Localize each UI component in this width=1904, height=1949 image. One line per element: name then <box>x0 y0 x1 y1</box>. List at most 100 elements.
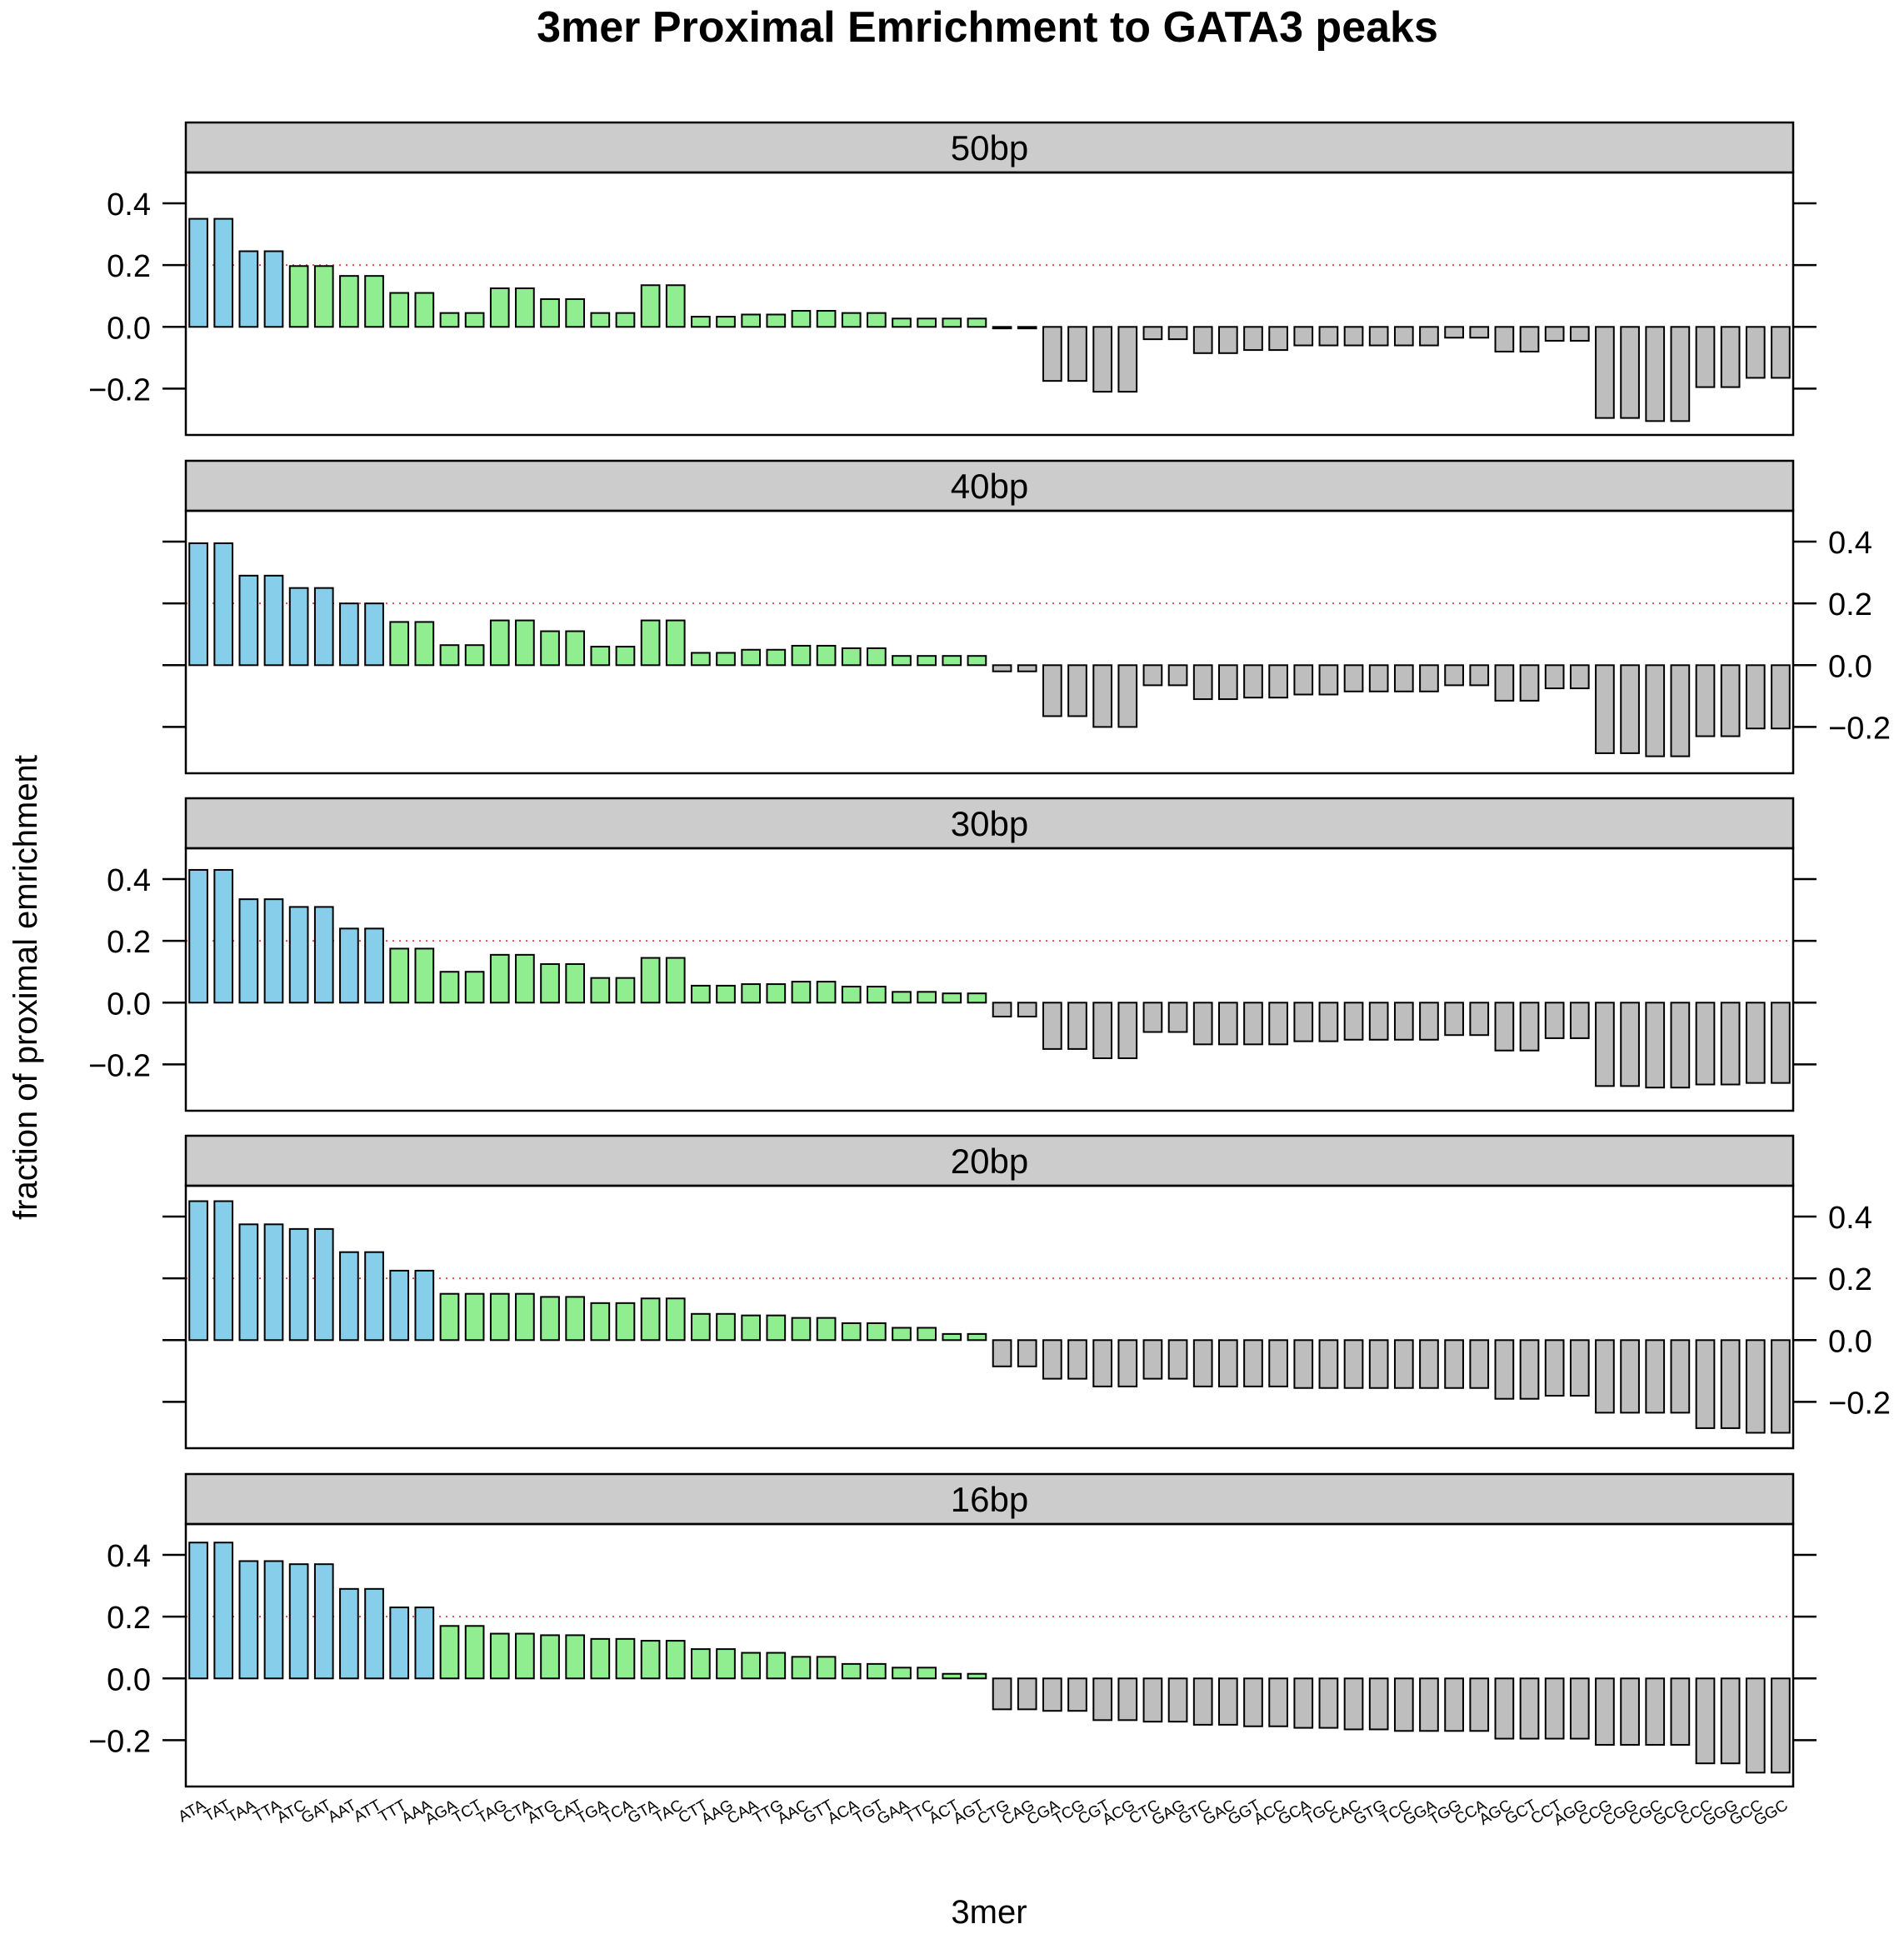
bar-30bp-GCC <box>1745 1002 1766 1084</box>
bar-16bp-ACA <box>841 1662 862 1680</box>
bar-50bp-GCT <box>1519 326 1540 352</box>
bar-30bp-TTA <box>263 898 284 1004</box>
bar-20bp-CTA <box>515 1292 535 1342</box>
panel-strip <box>184 459 1795 512</box>
bar-30bp-AAC <box>791 981 812 1004</box>
bar-30bp-ATT <box>364 927 384 1004</box>
bar-40bp-CGC <box>1645 664 1666 757</box>
bar-20bp-CTG <box>992 1339 1012 1367</box>
bar-50bp-ACA <box>841 312 862 328</box>
bar-50bp-TGG <box>1444 326 1464 339</box>
bar-50bp-AGG <box>1569 326 1590 342</box>
bar-50bp-GAT <box>313 265 334 328</box>
bar-20bp-TGG <box>1444 1339 1464 1389</box>
bar-40bp-CTG <box>992 664 1012 672</box>
bar-20bp-AAT <box>339 1251 359 1342</box>
bar-50bp-ACG <box>1117 326 1138 393</box>
bar-20bp-AAA <box>414 1269 435 1342</box>
bar-16bp-GCG <box>1670 1677 1691 1746</box>
bar-16bp-GGG <box>1720 1677 1741 1765</box>
bar-20bp-CAT <box>565 1296 586 1342</box>
panel-strip-label: 20bp <box>951 1142 1028 1181</box>
bar-20bp-ATC <box>288 1227 309 1342</box>
bar-30bp-TCC <box>1393 1002 1414 1041</box>
bar-20bp-CCG <box>1595 1339 1615 1414</box>
bar-40bp-AGG <box>1569 664 1590 690</box>
x-axis-label: 3mer <box>951 1894 1027 1931</box>
bar-50bp-GCC <box>1745 326 1766 379</box>
bar-30bp-AGT <box>967 992 987 1004</box>
panel-strip-label: 16bp <box>951 1480 1028 1519</box>
bar-16bp-CGT <box>1092 1677 1112 1722</box>
bar-50bp-GTT <box>816 310 837 328</box>
bar-50bp-CAC <box>1343 326 1364 347</box>
bar-20bp-GGT <box>1243 1339 1263 1387</box>
bar-50bp-CTA <box>515 287 535 328</box>
bar-20bp-CTC <box>1142 1339 1163 1380</box>
bar-16bp-CTC <box>1142 1677 1163 1723</box>
bar-30bp-ATA <box>188 868 208 1004</box>
bar-40bp-ATT <box>364 602 384 667</box>
bar-20bp-ACT <box>942 1332 962 1342</box>
bar-50bp-TCT <box>464 312 485 328</box>
bar-40bp-TAC <box>665 619 686 667</box>
bar-20bp-ACA <box>841 1322 862 1342</box>
bar-50bp-TCA <box>615 312 636 328</box>
bar-50bp-AAG <box>716 316 736 328</box>
bar-16bp-GCA <box>1293 1677 1314 1729</box>
bar-50bp-TAC <box>665 284 686 328</box>
bar-20bp-CGA <box>1042 1339 1062 1380</box>
bar-50bp-AGC <box>1494 326 1515 352</box>
bar-30bp-AGA <box>439 971 460 1004</box>
bar-16bp-TGT <box>867 1662 887 1680</box>
bar-16bp-GTT <box>816 1656 837 1680</box>
bar-16bp-GCC <box>1745 1677 1766 1774</box>
bar-50bp-ATT <box>364 275 384 328</box>
bar-16bp-AAC <box>791 1656 812 1680</box>
bar-20bp-ATA <box>188 1200 208 1342</box>
bar-30bp-GCA <box>1293 1002 1314 1042</box>
bar-30bp-ACG <box>1117 1002 1138 1059</box>
bar-40bp-CGG <box>1620 664 1640 754</box>
bar-50bp-CAA <box>741 313 762 328</box>
bar-20bp-GAA <box>892 1327 912 1342</box>
bar-40bp-CAG <box>1017 664 1037 672</box>
bar-50bp-AAT <box>339 275 359 328</box>
bar-40bp-TAG <box>489 619 510 667</box>
bar-20bp-CCC <box>1695 1339 1716 1429</box>
bar-30bp-TCA <box>615 977 636 1004</box>
bar-20bp-CAA <box>741 1314 762 1342</box>
bar-40bp-GCA <box>1293 664 1314 696</box>
bar-50bp-TGC <box>1318 326 1339 347</box>
bar-16bp-AGG <box>1569 1677 1590 1740</box>
bar-16bp-TCC <box>1393 1677 1414 1732</box>
y-tick-label: −0.2 <box>1828 1386 1891 1421</box>
panel-strip-label: 50bp <box>951 128 1028 167</box>
bar-40bp-GCC <box>1745 664 1766 730</box>
bar-30bp-TCG <box>1067 1002 1087 1050</box>
y-tick-label: −0.2 <box>88 372 151 407</box>
bar-50bp-CCC <box>1695 326 1716 388</box>
bar-16bp-CTT <box>691 1648 711 1680</box>
y-tick-label: −0.2 <box>1828 711 1891 746</box>
bar-30bp-GAA <box>892 991 912 1004</box>
bar-16bp-ATT <box>364 1587 384 1680</box>
bar-30bp-ATG <box>540 962 560 1004</box>
bar-16bp-CTA <box>515 1632 535 1680</box>
bar-50bp-CCG <box>1595 326 1615 419</box>
panel-frame <box>184 1522 1795 1788</box>
bar-20bp-AGA <box>439 1292 460 1342</box>
bar-30bp-TCT <box>464 971 485 1004</box>
bar-20bp-AAC <box>791 1317 812 1342</box>
bar-40bp-GGC <box>1771 664 1791 730</box>
bar-20bp-TGC <box>1318 1339 1339 1389</box>
bar-20bp-TTT <box>389 1269 410 1342</box>
bar-16bp-AGA <box>439 1625 460 1680</box>
bar-16bp-TCA <box>615 1637 636 1680</box>
bar-50bp-GAG <box>1167 326 1188 341</box>
bar-16bp-TGC <box>1318 1677 1339 1729</box>
bar-16bp-TAG <box>489 1632 510 1680</box>
bar-40bp-GGG <box>1720 664 1741 737</box>
bar-16bp-CGA <box>1042 1677 1062 1712</box>
bar-20bp-TGA <box>590 1302 611 1342</box>
